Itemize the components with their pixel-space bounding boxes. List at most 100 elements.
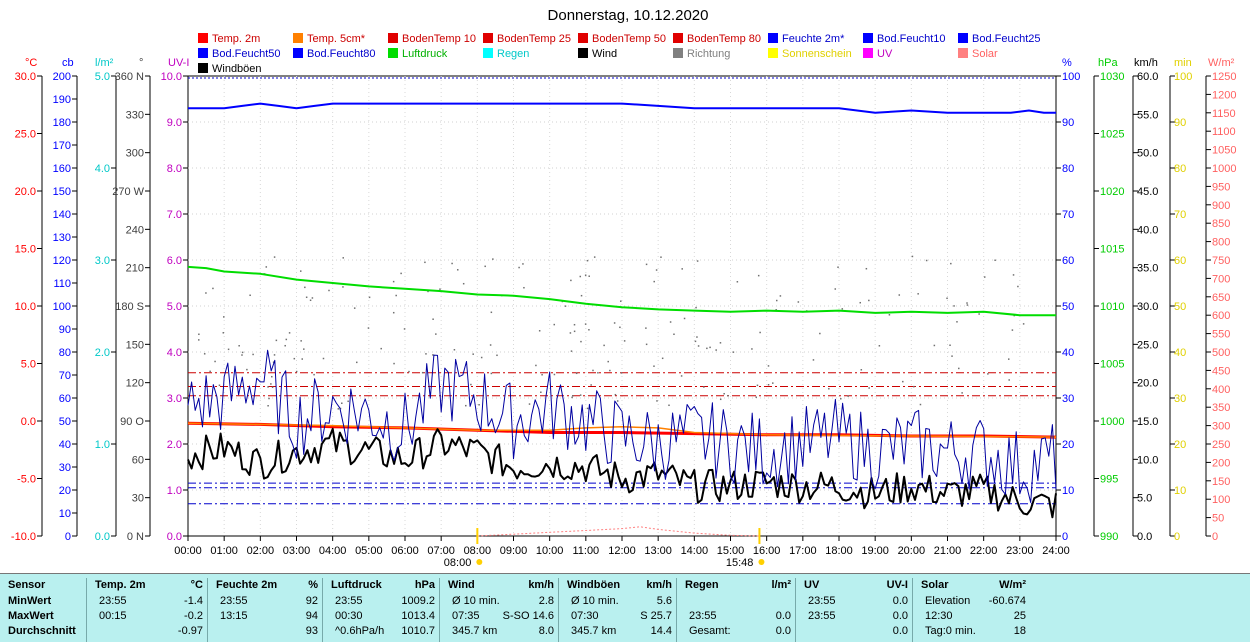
direction-point [249,294,251,297]
direction-point [273,354,276,356]
direction-point [614,393,617,396]
direction-point [356,361,358,364]
cb-tick-label: 130 [53,232,71,244]
x-axis: 00:00 01:00 02:00 03:00 04:00 05:00 06:00 07:00… [174,528,1070,569]
cb-axis: cb20019018017016015014013012011010090807… [53,57,78,543]
summary-cell-time: 07:35 [452,610,480,622]
legend-label: Bod.Feucht25 [972,33,1041,45]
legend-label: Bod.Feucht80 [307,48,376,60]
legend-label: Bod.Feucht10 [877,33,946,45]
legend-swatch [768,48,778,58]
summary-cell-value: 0.0 [775,610,791,622]
direction-point [953,305,955,307]
sun-tick-label: 90 [1174,117,1186,129]
dir-tick-label: 0 N [127,531,144,543]
summary-row-label: MinWert [8,595,52,607]
direction-point [695,306,697,309]
summary-cell-value: -0.2 [184,610,203,622]
x-tick-label: 20:00 [898,545,926,557]
summary-cell-time: 23:55 [99,595,127,607]
summary-cell-time: 23:55 [808,610,836,622]
solar-tick-label: 750 [1212,255,1230,267]
wind-axis-unit: km/h [1134,57,1158,69]
direction-point [1007,358,1010,360]
dir-tick-label: 360 N [115,71,144,83]
direction-point [205,292,207,294]
direction-point [492,258,494,260]
legend-swatch [673,48,683,58]
legend-swatch [578,48,588,58]
direction-point [933,344,936,347]
x-tick-label: 17:00 [789,545,817,557]
legend-label: Sonnenschein [782,48,852,60]
cb-tick-label: 110 [53,278,71,290]
rain-tick-label: 1.0 [95,439,110,451]
chart-title: Donnerstag, 10.12.2020 [548,7,709,24]
direction-point [797,301,800,303]
x-tick-label: 18:00 [825,545,853,557]
summary-cell-time: 13:15 [220,610,248,622]
solar-tick-label: 600 [1212,310,1230,322]
legend-label: Feuchte 2m* [782,33,845,45]
direction-point [656,400,658,402]
direction-point [421,371,424,374]
left-axes: °C 30.0 25.0 20.0 15.0 10.0 5.0 0.0 -5.0 -10.0 cb 2… [11,57,189,543]
direction-point [597,372,599,374]
summary-block: Feuchte 2m% 23:55 92 13:15 94 93 [207,578,323,642]
summary-cell-value: 8.0 [538,625,554,637]
summary-block-unit: W/m² [999,579,1026,591]
direction-point [246,368,248,371]
direction-point [284,344,286,347]
summary-cell-time: 23:55 [220,595,248,607]
direction-point [518,266,520,269]
direction-point [272,361,275,363]
temp-tick-label: 30.0 [15,71,36,83]
direction-point [961,392,963,394]
direction-point [553,323,556,326]
hum-tick-label: 100 [1062,71,1080,83]
series-line [477,526,760,537]
summary-cell-time: ^0.6hPa/h [335,625,385,637]
cb-tick-label: 50 [59,416,71,428]
summary-cell-time: 23:55 [808,595,836,607]
direction-point [949,344,951,346]
direction-point [696,260,699,262]
direction-point [613,322,616,324]
direction-point [888,314,891,316]
legend-item: BodenTemp 25 [483,33,571,45]
direction-point [342,286,344,288]
direction-point [299,270,302,272]
summary-block-title: Luftdruck [331,579,382,591]
direction-point [395,294,397,297]
dir-tick-label: 180 S [115,301,144,313]
solar-tick-label: 1100 [1212,126,1236,138]
x-tick-label: 09:00 [500,545,528,557]
direction-point [828,388,830,390]
temp-tick-label: -10.0 [11,531,36,543]
legend-label: Richtung [687,48,730,60]
uvi-tick-label: 4.0 [167,347,182,359]
uvi-tick-label: 9.0 [167,117,182,129]
summary-block-unit: hPa [414,579,435,591]
series-line [187,265,1056,317]
cb-tick-label: 150 [53,186,71,198]
direction-point [607,360,609,363]
dir-tick-label: 60 [132,454,144,466]
press-tick-label: 1015 [1100,244,1124,256]
x-tick-label: 19:00 [861,545,889,557]
direction-point [736,281,739,283]
direction-point [603,344,605,347]
x-tick-label: 00:00 [174,545,202,557]
direction-point [528,403,531,405]
direction-point [819,332,821,335]
wind-tick-label: 0.0 [1137,531,1152,543]
direction-point [214,360,216,363]
series-line [187,422,1057,438]
sun-tick-label: 100 [1174,71,1192,83]
x-tick-label: 13:00 [644,545,672,557]
direction-point [645,327,647,329]
direction-point [1012,274,1015,276]
direction-point [593,256,596,258]
direction-point [270,383,272,385]
summary-block: UV UV-I 23:55 0.0 23:55 0.0 0.0 [795,578,913,642]
